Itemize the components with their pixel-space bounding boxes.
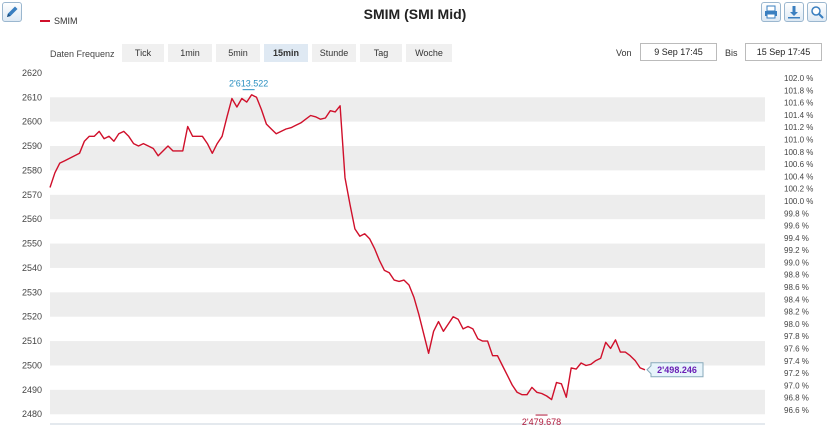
left-tick-label: 2520 [22, 312, 42, 322]
right-axis: 102.0 % 101.8 % 101.6 % 101.4 % 101.2 % 101.0… [784, 74, 813, 415]
freq-woche-button[interactable]: Woche [406, 44, 452, 62]
right-tick-label: 101.6 % [784, 99, 813, 108]
from-label: Von [616, 48, 632, 58]
download-button[interactable] [784, 2, 804, 22]
right-tick-label: 98.0 % [784, 320, 809, 329]
print-icon [765, 5, 777, 19]
freq-15min-button[interactable]: 15min [264, 44, 308, 62]
download-icon [788, 6, 800, 19]
freq-5min-button[interactable]: 5min [216, 44, 260, 62]
right-tick-label: 99.6 % [784, 222, 809, 231]
from-date-input[interactable] [640, 43, 717, 61]
freq-1min-button[interactable]: 1min [168, 44, 212, 62]
left-tick-label: 2550 [22, 239, 42, 249]
grid-band [50, 389, 765, 415]
freq-tick-button[interactable]: Tick [122, 44, 164, 62]
right-tick-label: 97.4 % [784, 357, 809, 366]
grid-band [50, 341, 765, 366]
right-tick-label: 99.4 % [784, 234, 809, 243]
series-line-smim [49, 94, 646, 401]
right-tick-label: 98.4 % [784, 295, 809, 304]
last-value-text: 2'498.246 [657, 365, 697, 375]
left-tick-label: 2620 [22, 68, 42, 78]
right-tick-label: 98.6 % [784, 283, 809, 292]
left-tick-label: 2500 [22, 360, 42, 370]
right-tick-label: 102.0 % [784, 74, 813, 83]
left-tick-label: 2600 [22, 117, 42, 127]
legend-swatch [40, 20, 50, 22]
right-tick-label: 97.2 % [784, 369, 809, 378]
left-axis: 2480 2490 2500 2510 2520 2530 2540 2550 2560 2570… [22, 68, 42, 419]
grid-bands [50, 97, 765, 415]
right-tick-label: 101.8 % [784, 86, 813, 95]
right-tick-label: 101.4 % [784, 111, 813, 120]
right-tick-label: 97.0 % [784, 381, 809, 390]
right-tick-label: 100.8 % [784, 148, 813, 157]
freq-tag-button[interactable]: Tag [360, 44, 402, 62]
legend-label: SMIM [54, 16, 78, 26]
print-button[interactable] [761, 2, 781, 22]
edit-button[interactable] [2, 2, 22, 22]
grid-band [50, 97, 765, 122]
to-date-input[interactable] [745, 43, 822, 61]
min-annotation: 2'479.678 [522, 417, 561, 427]
last-value-box [646, 362, 704, 378]
right-tick-label: 98.2 % [784, 308, 809, 317]
right-tick-label: 96.8 % [784, 394, 809, 403]
grid-band [50, 146, 765, 171]
left-tick-label: 2510 [22, 336, 42, 346]
left-tick-label: 2490 [22, 385, 42, 395]
right-tick-label: 99.2 % [784, 246, 809, 255]
grid-band [50, 292, 765, 317]
right-tick-label: 100.4 % [784, 172, 813, 181]
right-tick-label: 101.0 % [784, 135, 813, 144]
right-tick-label: 98.8 % [784, 271, 809, 280]
to-label: Bis [725, 48, 738, 58]
pencil-icon [7, 6, 18, 17]
right-tick-label: 100.2 % [784, 185, 813, 194]
right-tick-label: 96.6 % [784, 406, 809, 415]
zoom-button[interactable] [807, 2, 827, 22]
right-tick-label: 97.6 % [784, 345, 809, 354]
right-tick-label: 99.8 % [784, 209, 809, 218]
frequency-label: Daten Frequenz [50, 49, 115, 59]
max-annotation: 2'613.522 [229, 79, 268, 89]
right-tick-label: 97.8 % [784, 332, 809, 341]
left-tick-label: 2540 [22, 263, 42, 273]
right-tick-label: 100.0 % [784, 197, 813, 206]
grid-band [50, 243, 765, 268]
left-tick-label: 2610 [22, 92, 42, 102]
left-tick-label: 2590 [22, 141, 42, 151]
zoom-icon [811, 6, 824, 19]
freq-stunde-button[interactable]: Stunde [312, 44, 356, 62]
last-value-label: 2'498.246 [646, 362, 704, 378]
left-tick-label: 2580 [22, 165, 42, 175]
left-tick-label: 2530 [22, 287, 42, 297]
right-tick-label: 101.2 % [784, 123, 813, 132]
left-tick-label: 2560 [22, 214, 42, 224]
right-tick-label: 99.0 % [784, 258, 809, 267]
right-tick-label: 100.6 % [784, 160, 813, 169]
left-tick-label: 2570 [22, 190, 42, 200]
chart-title: SMIM (SMI Mid) [363, 6, 467, 22]
legend: SMIM [40, 16, 78, 26]
left-tick-label: 2480 [22, 409, 42, 419]
grid-band [50, 194, 765, 220]
